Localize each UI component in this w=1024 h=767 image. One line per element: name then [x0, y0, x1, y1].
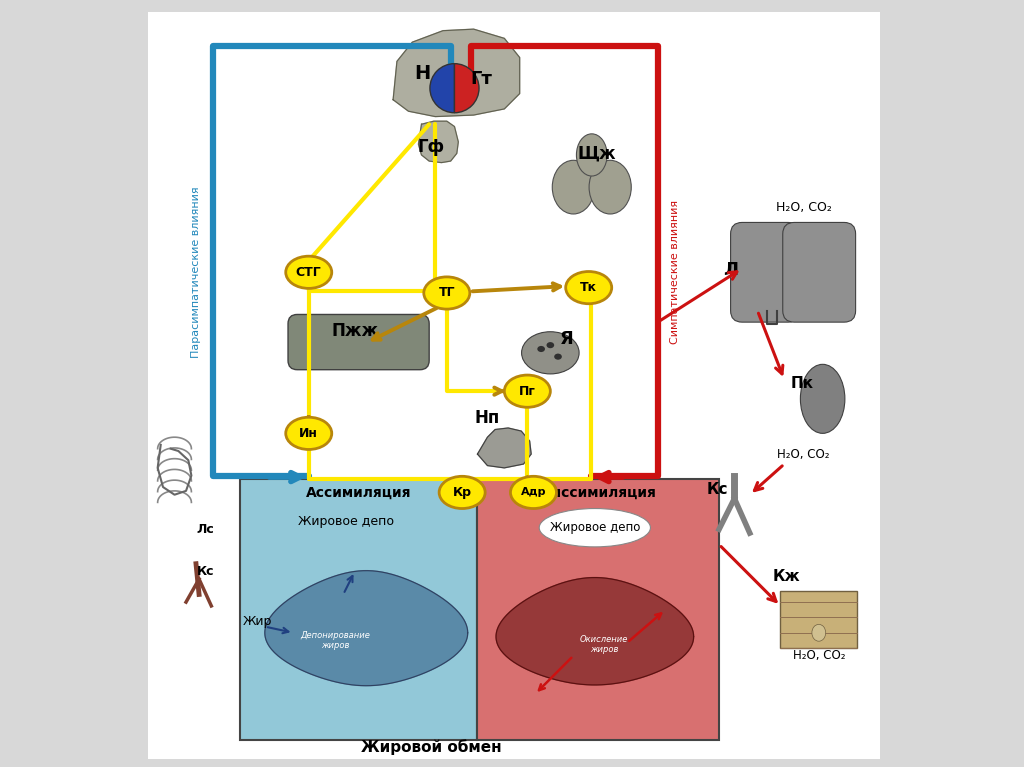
Text: H₂O, CO₂: H₂O, CO₂: [777, 448, 829, 460]
Text: Жировое депо: Жировое депо: [298, 515, 393, 528]
Ellipse shape: [812, 624, 825, 641]
Text: Ассимиляция: Ассимиляция: [306, 486, 412, 499]
Text: Щж: Щж: [578, 144, 615, 163]
Text: Тк: Тк: [581, 281, 597, 294]
Text: Симпатические влияния: Симпатические влияния: [670, 200, 680, 344]
Ellipse shape: [589, 160, 631, 214]
Polygon shape: [265, 571, 468, 686]
Text: Н: Н: [414, 64, 430, 83]
Polygon shape: [477, 428, 531, 468]
Text: H₂O, CO₂: H₂O, CO₂: [775, 201, 831, 213]
Text: Нп: Нп: [475, 409, 500, 427]
Bar: [240, 479, 477, 740]
Ellipse shape: [505, 375, 550, 407]
Text: Адр: Адр: [521, 487, 546, 498]
Text: Пг: Пг: [519, 385, 536, 397]
Text: Пжж: Пжж: [331, 322, 378, 341]
Ellipse shape: [552, 160, 595, 214]
Text: Парасимпатические влияния: Парасимпатические влияния: [191, 186, 201, 358]
Text: Гф: Гф: [418, 138, 445, 156]
Bar: [780, 591, 857, 648]
Text: Жировое депо: Жировое депо: [550, 522, 640, 534]
Polygon shape: [393, 29, 519, 117]
Polygon shape: [419, 121, 459, 163]
Ellipse shape: [801, 364, 845, 433]
Text: Жировой обмен: Жировой обмен: [361, 739, 502, 755]
Text: H₂O, CO₂: H₂O, CO₂: [793, 650, 845, 662]
Text: Кж: Кж: [773, 569, 801, 584]
Ellipse shape: [286, 256, 332, 288]
Ellipse shape: [538, 346, 545, 352]
FancyBboxPatch shape: [288, 314, 429, 370]
Text: ТГ: ТГ: [438, 287, 455, 299]
Polygon shape: [496, 578, 693, 685]
Text: Пк: Пк: [791, 376, 813, 391]
Ellipse shape: [424, 277, 470, 309]
Text: Я: Я: [560, 330, 574, 348]
Ellipse shape: [547, 342, 554, 348]
FancyBboxPatch shape: [782, 222, 856, 322]
Wedge shape: [455, 64, 479, 113]
Ellipse shape: [554, 354, 562, 360]
Ellipse shape: [511, 476, 556, 509]
Text: Кс: Кс: [707, 482, 728, 497]
Bar: [477, 479, 719, 740]
Text: Депонирование
жиров: Депонирование жиров: [301, 630, 371, 650]
Text: Л: Л: [723, 261, 738, 279]
Wedge shape: [430, 64, 455, 113]
Text: Окисление
жиров: Окисление жиров: [580, 634, 629, 654]
Text: Лс: Лс: [197, 523, 214, 535]
Ellipse shape: [521, 331, 580, 374]
Ellipse shape: [577, 133, 607, 176]
Text: Ин: Ин: [299, 427, 318, 439]
Ellipse shape: [439, 476, 485, 509]
Text: СТГ: СТГ: [296, 266, 322, 278]
Ellipse shape: [565, 272, 611, 304]
Text: Кс: Кс: [197, 565, 214, 578]
Ellipse shape: [286, 417, 332, 449]
FancyBboxPatch shape: [730, 222, 800, 322]
Text: Гт: Гт: [470, 70, 493, 88]
Text: Жир: Жир: [243, 615, 272, 627]
Text: Диссимиляция: Диссимиляция: [540, 486, 656, 499]
Ellipse shape: [540, 509, 650, 547]
Text: Кр: Кр: [453, 486, 472, 499]
